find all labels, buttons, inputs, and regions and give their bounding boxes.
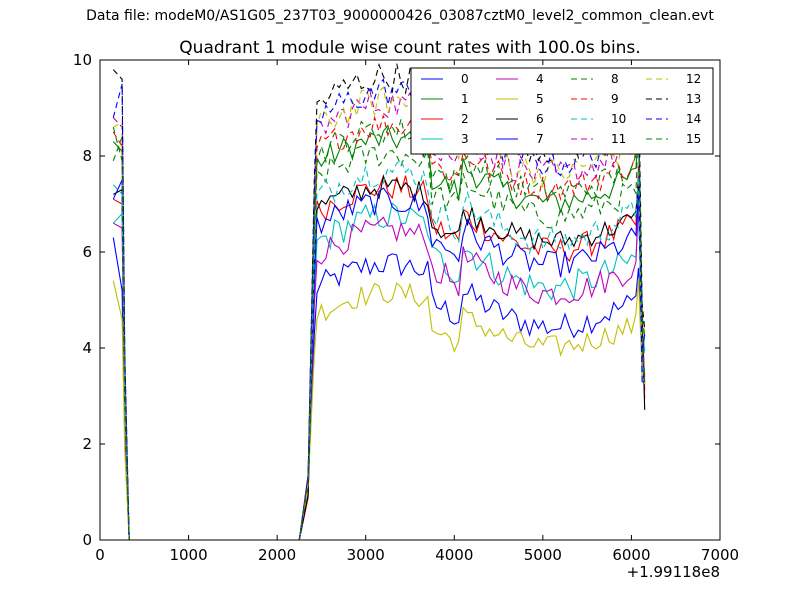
legend-label: 8 bbox=[611, 72, 619, 86]
legend-label: 5 bbox=[536, 92, 544, 106]
legend-label: 12 bbox=[686, 72, 701, 86]
legend-label: 1 bbox=[461, 92, 469, 106]
y-tick-label: 10 bbox=[73, 51, 92, 69]
legend-label: 9 bbox=[611, 92, 619, 106]
x-tick-label: 2000 bbox=[258, 546, 296, 564]
legend-label: 11 bbox=[611, 132, 626, 146]
series-line-11 bbox=[112, 91, 646, 541]
y-tick-label: 8 bbox=[82, 147, 92, 165]
x-tick-label: 0 bbox=[95, 546, 105, 564]
legend-label: 4 bbox=[536, 72, 544, 86]
series-line-4 bbox=[113, 203, 646, 541]
y-tick-label: 4 bbox=[82, 339, 92, 357]
series-line-6 bbox=[113, 174, 646, 541]
legend-label: 14 bbox=[686, 112, 701, 126]
series-line-10 bbox=[112, 159, 646, 541]
y-tick-label: 6 bbox=[82, 243, 92, 261]
legend-label: 0 bbox=[461, 72, 469, 86]
series-line-7 bbox=[112, 179, 646, 541]
series-line-9 bbox=[112, 115, 646, 541]
x-axis-offset-label: +1.99118e8 bbox=[627, 563, 720, 581]
series-line-8 bbox=[112, 123, 646, 541]
series-line-1 bbox=[112, 124, 646, 541]
legend-label: 6 bbox=[536, 112, 544, 126]
figure-suptitle: Data file: modeM0/AS1G05_237T03_90000004… bbox=[86, 8, 714, 24]
y-tick-label: 2 bbox=[82, 435, 92, 453]
legend-label: 13 bbox=[686, 92, 701, 106]
series-line-3 bbox=[112, 202, 646, 541]
chart-title: Quadrant 1 module wise count rates with … bbox=[179, 38, 640, 58]
legend-label: 7 bbox=[536, 132, 544, 146]
x-tick-label: 7000 bbox=[701, 546, 739, 564]
x-tick-label: 6000 bbox=[612, 546, 650, 564]
legend-label: 2 bbox=[461, 112, 469, 126]
legend-label: 10 bbox=[611, 112, 626, 126]
plot-area-frame bbox=[99, 59, 721, 541]
legend-label: 3 bbox=[461, 132, 469, 146]
series-line-15 bbox=[112, 104, 646, 541]
x-tick-label: 1000 bbox=[169, 546, 207, 564]
x-tick-label: 5000 bbox=[524, 546, 562, 564]
series-line-5 bbox=[112, 278, 646, 541]
x-tick-label: 4000 bbox=[435, 546, 473, 564]
legend-box bbox=[410, 67, 714, 155]
legend-label: 15 bbox=[686, 132, 701, 146]
series-line-0 bbox=[112, 237, 646, 541]
y-tick-label: 0 bbox=[82, 531, 92, 549]
x-tick-label: 3000 bbox=[347, 546, 385, 564]
